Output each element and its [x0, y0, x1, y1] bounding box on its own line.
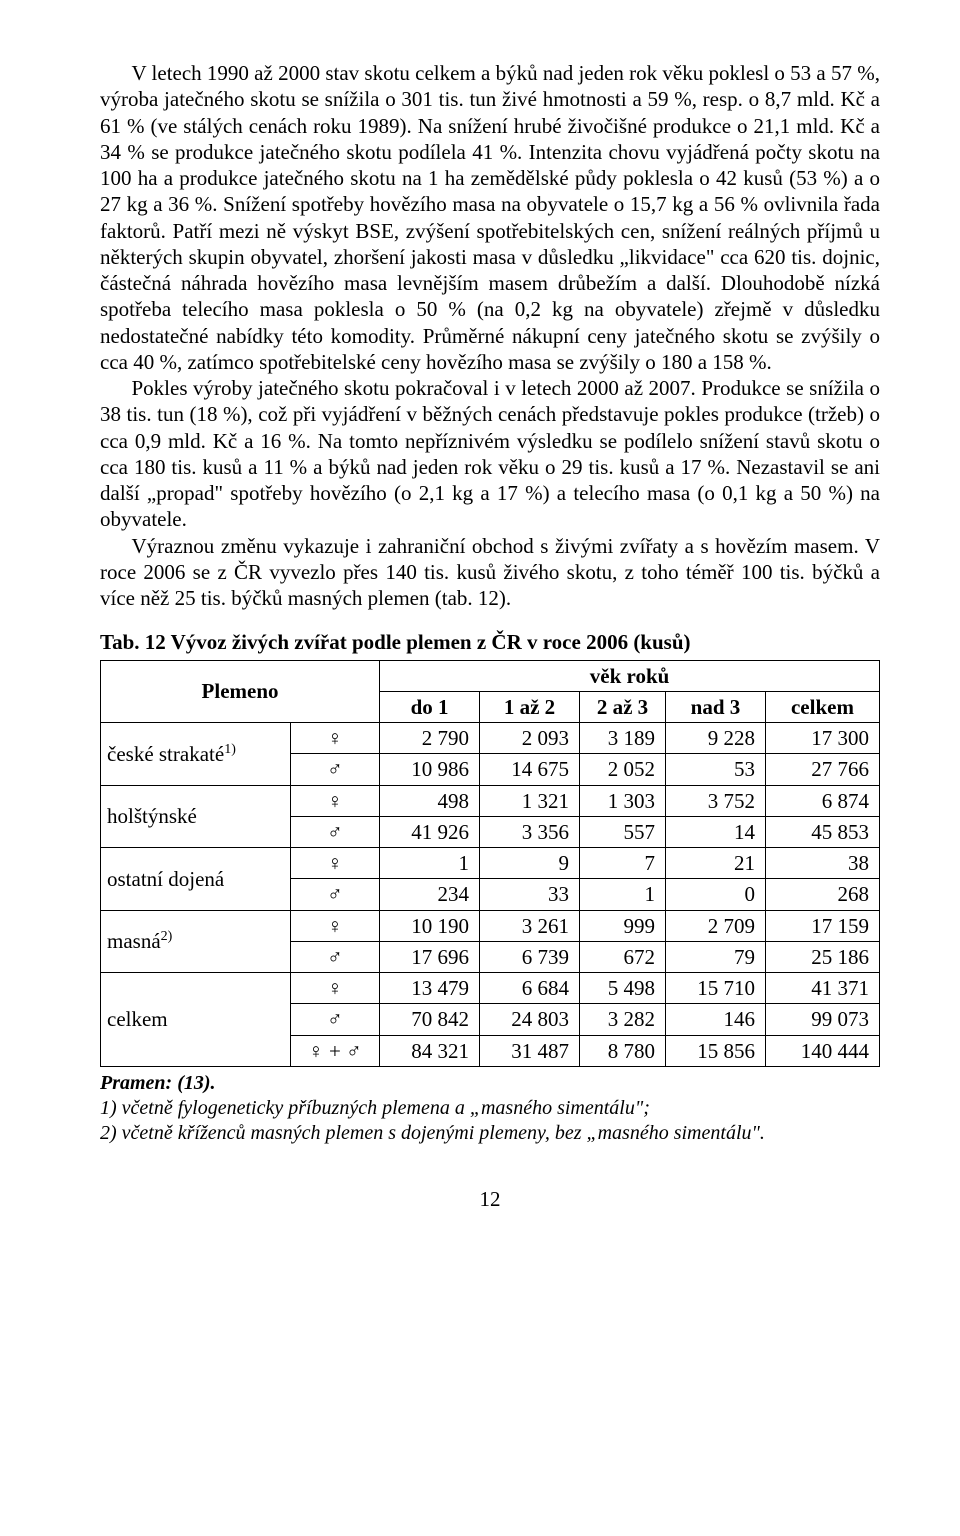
sex-icon: ♀ — [290, 910, 379, 941]
table-cell: 2 709 — [666, 910, 766, 941]
table-row: masná2) ♀ 10 1903 2619992 70917 159 — [101, 910, 880, 941]
footnote-source: Pramen: (13). — [100, 1072, 216, 1094]
table-cell: 146 — [666, 1004, 766, 1035]
table-cell: 234 — [380, 879, 480, 910]
sex-icon: ♂ — [290, 941, 379, 972]
table-cell: 17 300 — [765, 723, 879, 754]
row-label: ostatní dojená — [101, 848, 291, 911]
sex-icon: ♀ — [290, 848, 379, 879]
table-cell: 268 — [765, 879, 879, 910]
table-cell: 15 710 — [666, 973, 766, 1004]
col-plemeno: Plemeno — [101, 660, 380, 723]
export-table: Plemeno věk roků do 1 1 až 2 2 až 3 nad … — [100, 660, 880, 1067]
table-cell: 6 874 — [765, 785, 879, 816]
col-1az2: 1 až 2 — [480, 691, 580, 722]
table-cell: 31 487 — [480, 1035, 580, 1066]
table-cell: 3 189 — [579, 723, 665, 754]
table-cell: 1 — [380, 848, 480, 879]
table-cell: 2 790 — [380, 723, 480, 754]
table-cell: 6 739 — [480, 941, 580, 972]
sex-icon: ♂ — [290, 879, 379, 910]
table-cell: 14 — [666, 816, 766, 847]
row-label: celkem — [101, 973, 291, 1067]
paragraph-3: Výraznou změnu vykazuje i zahraniční obc… — [100, 533, 880, 612]
table-cell: 24 803 — [480, 1004, 580, 1035]
table-cell: 27 766 — [765, 754, 879, 785]
table-cell: 8 780 — [579, 1035, 665, 1066]
sex-icon: ♀ — [290, 785, 379, 816]
table-cell: 1 321 — [480, 785, 580, 816]
footnotes: Pramen: (13). 1) včetně fylogeneticky př… — [100, 1071, 880, 1146]
table-cell: 3 752 — [666, 785, 766, 816]
table-cell: 3 356 — [480, 816, 580, 847]
table-cell: 41 926 — [380, 816, 480, 847]
table-body: české strakaté1) ♀ 2 7902 0933 1899 2281… — [101, 723, 880, 1067]
col-nad3: nad 3 — [666, 691, 766, 722]
table-cell: 0 — [666, 879, 766, 910]
table-row: české strakaté1) ♀ 2 7902 0933 1899 2281… — [101, 723, 880, 754]
row-label: masná2) — [101, 910, 291, 973]
table-cell: 25 186 — [765, 941, 879, 972]
sex-icon: ♂ — [290, 1004, 379, 1035]
table-title: Tab. 12 Vývoz živých zvířat podle plemen… — [100, 629, 880, 655]
row-label: holštýnské — [101, 785, 291, 848]
table-cell: 7 — [579, 848, 665, 879]
table-cell: 1 — [579, 879, 665, 910]
table-row: holštýnské ♀ 4981 3211 3033 7526 874 — [101, 785, 880, 816]
table-cell: 99 073 — [765, 1004, 879, 1035]
sex-icon: ♀ — [290, 723, 379, 754]
col-do1: do 1 — [380, 691, 480, 722]
sex-icon: ♂ — [290, 754, 379, 785]
table-cell: 999 — [579, 910, 665, 941]
table-cell: 79 — [666, 941, 766, 972]
sex-icon: ♀ — [290, 973, 379, 1004]
table-row: ostatní dojená ♀ 1972138 — [101, 848, 880, 879]
table-header-row-1: Plemeno věk roků — [101, 660, 880, 691]
table-cell: 9 228 — [666, 723, 766, 754]
table-cell: 45 853 — [765, 816, 879, 847]
table-cell: 3 282 — [579, 1004, 665, 1035]
paragraph-2: Pokles výroby jatečného skotu pokračoval… — [100, 375, 880, 533]
paragraph-1: V letech 1990 až 2000 stav skotu celkem … — [100, 60, 880, 375]
table-cell: 1 303 — [579, 785, 665, 816]
col-vek: věk roků — [380, 660, 880, 691]
table-cell: 14 675 — [480, 754, 580, 785]
sex-icon: ♀ + ♂ — [290, 1035, 379, 1066]
table-cell: 498 — [380, 785, 480, 816]
row-label: české strakaté1) — [101, 723, 291, 786]
table-cell: 53 — [666, 754, 766, 785]
col-celkem: celkem — [765, 691, 879, 722]
sex-icon: ♂ — [290, 816, 379, 847]
table-cell: 9 — [480, 848, 580, 879]
table-cell: 41 371 — [765, 973, 879, 1004]
table-cell: 5 498 — [579, 973, 665, 1004]
table-cell: 2 093 — [480, 723, 580, 754]
footnote-1: 1) včetně fylogeneticky příbuzných pleme… — [100, 1096, 880, 1121]
table-cell: 21 — [666, 848, 766, 879]
table-cell: 2 052 — [579, 754, 665, 785]
table-cell: 557 — [579, 816, 665, 847]
col-2az3: 2 až 3 — [579, 691, 665, 722]
table-cell: 70 842 — [380, 1004, 480, 1035]
table-cell: 3 261 — [480, 910, 580, 941]
table-cell: 672 — [579, 941, 665, 972]
footnote-2: 2) včetně kříženců masných plemen s doje… — [100, 1121, 880, 1146]
table-cell: 84 321 — [380, 1035, 480, 1066]
table-cell: 17 696 — [380, 941, 480, 972]
table-cell: 38 — [765, 848, 879, 879]
table-cell: 13 479 — [380, 973, 480, 1004]
table-cell: 33 — [480, 879, 580, 910]
table-cell: 10 190 — [380, 910, 480, 941]
table-cell: 10 986 — [380, 754, 480, 785]
table-cell: 17 159 — [765, 910, 879, 941]
table-cell: 140 444 — [765, 1035, 879, 1066]
table-row-total: celkem ♀ 13 4796 6845 49815 71041 371 — [101, 973, 880, 1004]
table-cell: 15 856 — [666, 1035, 766, 1066]
page-number: 12 — [100, 1186, 880, 1212]
table-cell: 6 684 — [480, 973, 580, 1004]
body-text: V letech 1990 až 2000 stav skotu celkem … — [100, 60, 880, 611]
